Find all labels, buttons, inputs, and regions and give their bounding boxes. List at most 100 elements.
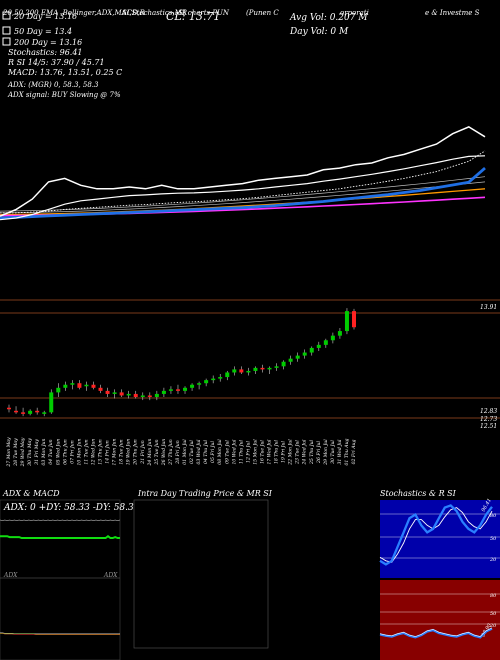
- stoch-tick-label: 80: [490, 513, 497, 519]
- date-label: 03 Mon Jun: [41, 438, 47, 465]
- date-label: 26 Wed Jun: [161, 439, 167, 467]
- date-label: 12 Fri Jul: [245, 441, 251, 463]
- rsi-panel-bg: [380, 580, 500, 660]
- date-label: 18 Tue Jun: [119, 439, 125, 464]
- day-volume: Day Vol: 0 M: [289, 27, 349, 37]
- date-label: 13 Thu Jun: [98, 439, 104, 465]
- date-label: 19 Wed Jun: [126, 439, 132, 466]
- date-label: 03 Wed Jul: [196, 439, 202, 465]
- price-panel: [0, 126, 500, 301]
- adx-readout: ADX: (MGR) 0, 58.3, 58.3: [7, 81, 99, 89]
- date-label: 04 Thu Jul: [203, 439, 209, 464]
- date-axis: 27 Mon May 28 Tue May 29 Wed May 30 Thu May…: [6, 437, 357, 468]
- date-label: 31 Wed Jul: [337, 439, 343, 465]
- candle-down: [175, 389, 180, 391]
- date-label: 19 Fri Jul: [281, 441, 287, 463]
- date-label: 21 Fri Jun: [140, 440, 146, 464]
- date-label: 26 Fri Jul: [316, 441, 322, 464]
- stoch-rsi-panel: Stochastics & R SI 80 50 20 80 50 20 96.…: [379, 489, 500, 660]
- candle-panel: 13.91 12.83 12.73 12.51 27 Mon May 28 Tue…: [0, 304, 500, 468]
- date-label: 10 Wed Jul: [231, 439, 237, 465]
- date-label: 25 Tue Jun: [154, 439, 160, 465]
- date-label: 24 Wed Jul: [302, 439, 308, 466]
- header-title-4: (Punen C: [246, 9, 279, 17]
- date-label: 24 Mon Jun: [147, 438, 153, 466]
- candle-up: [330, 335, 335, 341]
- date-label: 25 Thu Jul: [309, 439, 315, 465]
- candle-up: [197, 383, 202, 385]
- candle-up: [281, 361, 286, 367]
- ema-20-line: [0, 155, 486, 221]
- candle-down: [21, 412, 26, 414]
- date-label: 07 Fri Jun: [69, 440, 75, 463]
- date-label: 14 Fri Jun: [105, 440, 111, 463]
- candle-down: [133, 393, 138, 397]
- macd-hist-line: [0, 633, 120, 635]
- intraday-panel: Intra Day Trading Price & MR SI: [133, 489, 273, 649]
- candle-up: [140, 395, 145, 397]
- date-label: 22 Mon Jul: [288, 439, 294, 466]
- intraday-title: Intra Day Trading Price & MR SI: [137, 489, 273, 498]
- candles: [7, 308, 356, 417]
- candle-up: [302, 352, 307, 356]
- date-label: 29 Mon Jul: [323, 439, 329, 466]
- candle-up: [56, 387, 61, 393]
- intraday-frame: [133, 499, 269, 649]
- adx-values: ADX: 0 +DY: 58.33 -DY: 58.33: [3, 503, 140, 513]
- candle-up: [204, 380, 209, 384]
- price-label: 12.73: [480, 416, 497, 423]
- adx-line: [0, 534, 120, 539]
- candle-up: [112, 392, 117, 394]
- date-label: 05 Wed Jun: [55, 439, 61, 466]
- candle-down: [105, 390, 110, 394]
- candle-up: [211, 378, 216, 381]
- candle-up: [84, 384, 89, 387]
- date-label: 27 Thu Jun: [168, 439, 174, 466]
- candle-up: [232, 369, 237, 373]
- header-title-6: e & Investme S: [425, 9, 480, 17]
- date-label: 30 Tue Jul: [330, 440, 336, 464]
- candle-up: [161, 390, 166, 394]
- macd-readout: MACD: 13.76, 13.51, 0.25 C: [7, 68, 122, 77]
- date-label: 11 Tue Jun: [83, 439, 89, 464]
- candle-up: [337, 331, 342, 336]
- legend-200-day: 200 Day = 13.16: [13, 38, 82, 47]
- candle-up: [126, 393, 131, 396]
- date-label: 17 Mon Jun: [112, 438, 118, 465]
- date-label: 15 Mon Jul: [252, 439, 258, 465]
- price-label: 12.51: [480, 423, 497, 430]
- stoch-d-line: [379, 507, 493, 563]
- candle-up: [49, 392, 54, 413]
- grey-band-line: [0, 181, 486, 214]
- date-label: 02 Fri Aug: [351, 440, 357, 465]
- close-price: CL: 13.71: [166, 10, 220, 23]
- candle-up: [168, 389, 173, 391]
- candle-down: [7, 407, 11, 410]
- candle-down: [77, 383, 82, 388]
- candle-down: [147, 395, 152, 397]
- date-label: 01 Mon Jul: [182, 439, 188, 465]
- candle-up: [253, 367, 258, 371]
- grey-band-line: [0, 176, 486, 212]
- candle-down: [91, 384, 96, 388]
- legend-swatch-200: [2, 37, 11, 46]
- date-label: 06 Thu Jun: [62, 439, 68, 465]
- mrsi-line: [379, 627, 493, 637]
- date-label: 28 Tue May: [13, 438, 19, 467]
- date-label: 17 Wed Jul: [267, 439, 273, 465]
- date-label: 04 Tue Jun: [48, 439, 54, 464]
- candle-up: [183, 387, 188, 391]
- rsi-readout: R SI 14/5: 37.90 / 45.71: [7, 58, 105, 67]
- candle-up: [344, 311, 349, 332]
- adx-ghost-label: ADX: [103, 572, 118, 579]
- header-title-2: SI,Stochastics,MR: [122, 9, 188, 17]
- candle-up: [190, 384, 195, 388]
- close-price-line: [0, 126, 486, 217]
- header-title-3: SI charts PUN: [178, 9, 230, 17]
- date-label: 27 Mon May: [6, 437, 12, 468]
- stoch-k-line: [379, 504, 493, 566]
- candle-up: [70, 383, 75, 385]
- price-label: 12.83: [480, 408, 497, 415]
- date-label: 28 Fri Jun: [175, 440, 181, 464]
- date-label: 30 Thu May: [27, 438, 33, 466]
